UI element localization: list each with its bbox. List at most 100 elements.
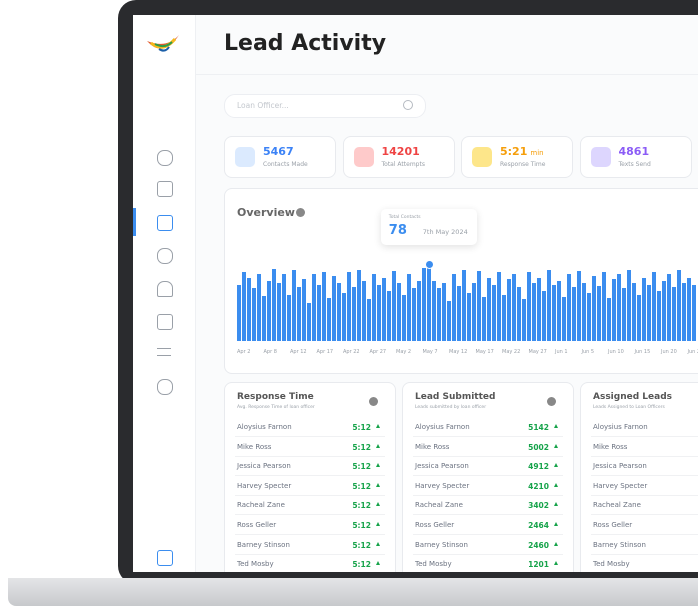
row-value: 4912 (528, 462, 549, 472)
bar (682, 283, 686, 341)
bar (362, 281, 366, 341)
trend-up-icon (376, 424, 380, 428)
stat-icon (353, 147, 374, 167)
row-divider (235, 514, 385, 516)
stat-card: 5:21 min Response Time (461, 136, 573, 178)
row-value: 5:12 (352, 481, 371, 491)
trend-up-icon (554, 424, 558, 428)
bar (442, 283, 446, 341)
bar (357, 269, 361, 341)
tooltip-value: 78 (388, 223, 407, 238)
trend-up-icon (376, 561, 380, 566)
bar (637, 294, 641, 341)
tooltip: Total Contacts 78 7th May 2024 (380, 209, 477, 245)
bar (542, 291, 546, 341)
bar (477, 270, 481, 341)
bar (267, 281, 271, 341)
x-tick-label: May 7 (422, 349, 438, 355)
row-divider (413, 494, 563, 496)
officer-name: Ted Mosby (237, 560, 274, 569)
bar (397, 283, 401, 341)
search-box[interactable]: Loan Officer... (224, 94, 426, 118)
bar (422, 267, 426, 341)
bar (552, 285, 556, 341)
trend-up-icon (554, 541, 558, 546)
nav-gallery[interactable] (157, 181, 173, 197)
officer-name: Jessica Pearson (593, 462, 647, 471)
table-card: Lead Submitted Leads submitted by loan of… (402, 382, 574, 572)
x-tick-label: May 22 (502, 349, 521, 355)
bar (452, 273, 456, 341)
bar (437, 288, 441, 341)
table-card: Assigned Leads Leads Assigned to Loan Off… (580, 382, 698, 572)
bar (462, 269, 466, 341)
bar (527, 271, 531, 341)
row-value: 1201 (528, 560, 549, 570)
nav-activity[interactable] (157, 215, 173, 231)
bar (567, 273, 571, 341)
bar (407, 273, 411, 341)
page-title: Lead Activity (224, 31, 387, 56)
nav-team[interactable] (157, 248, 173, 264)
trend-up-icon (376, 502, 380, 507)
bar (312, 273, 316, 341)
row-divider (591, 553, 698, 555)
nav-settings[interactable] (157, 379, 173, 395)
row-divider (235, 475, 385, 477)
trend-up-icon (554, 482, 558, 487)
bar (687, 277, 691, 341)
bar (417, 281, 421, 341)
x-tick-label: Jun 5 (581, 349, 595, 355)
bar (392, 270, 396, 341)
nav-active-indicator (133, 208, 136, 236)
search-placeholder: Loan Officer... (237, 101, 289, 110)
x-tick-label: May 27 (528, 349, 547, 355)
officer-name: Jessica Pearson (237, 462, 291, 471)
overview-panel: Overview Apr 2 Apr 8 Apr 12 Apr 17 Apr 22 Apr… (224, 188, 698, 374)
x-tick-label: Jun 1 (555, 349, 568, 355)
nav-mail[interactable] (157, 314, 173, 330)
bar (372, 273, 376, 341)
screen: Lead Activity Loan Officer... Overview A… (133, 15, 698, 572)
row-value: 3402 (528, 501, 549, 511)
search-icon (403, 100, 413, 110)
row-divider (591, 534, 698, 535)
stat-card: 4861 Texts Send (579, 136, 692, 178)
bar (402, 294, 406, 341)
row-value: 5:12 (352, 501, 371, 511)
row-value: 5:12 (352, 423, 371, 432)
bar (432, 281, 436, 341)
officer-name: Barney Stinson (415, 540, 468, 549)
bar (507, 279, 511, 341)
info-icon (369, 397, 378, 406)
x-tick-label: Apr 17 (316, 349, 334, 355)
bar (237, 285, 241, 341)
x-tick-label: Jun 15 (634, 349, 651, 355)
trend-up-icon (376, 541, 380, 546)
bar (512, 273, 516, 341)
nav-dashboard[interactable] (157, 150, 173, 166)
x-tick-label: Apr 27 (369, 349, 387, 355)
bar (377, 285, 381, 341)
row-divider (235, 534, 385, 535)
stat-value: 5467 (263, 145, 294, 158)
bar (297, 287, 301, 341)
table-card: Response Time Avg. Response Time of loan … (224, 382, 396, 572)
stat-value: 4861 (618, 145, 650, 158)
stat-icon (472, 147, 492, 167)
stat-label: Contacts Made (263, 161, 308, 168)
bar (382, 277, 386, 341)
nav-filters[interactable] (157, 348, 171, 356)
table-subtitle: Avg. Response Time of loan officer (237, 405, 315, 410)
nav-profile[interactable] (157, 281, 173, 297)
bar (427, 266, 431, 341)
bar (457, 286, 461, 341)
bar (307, 302, 311, 341)
bar (627, 269, 631, 341)
officer-name: Mike Ross (415, 442, 450, 451)
officer-name: Racheal Zane (415, 501, 463, 510)
x-tick-label: May 2 (396, 349, 412, 355)
nav-logout[interactable] (157, 550, 173, 566)
bar (472, 283, 476, 341)
row-divider (591, 436, 698, 437)
